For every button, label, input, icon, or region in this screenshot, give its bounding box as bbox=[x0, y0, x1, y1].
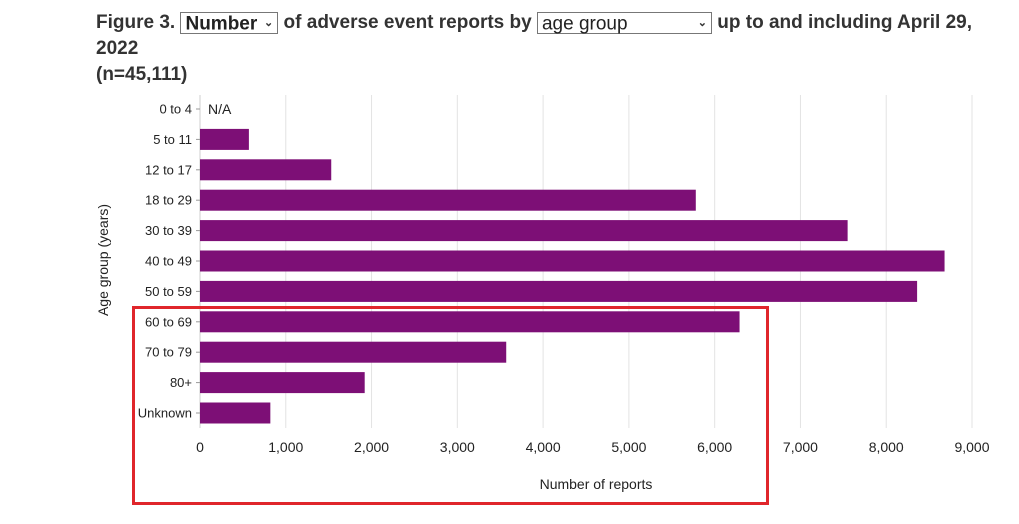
category-label: 0 to 4 bbox=[159, 102, 192, 117]
bar bbox=[200, 372, 365, 394]
x-tick-label: 5,000 bbox=[611, 439, 646, 455]
bar bbox=[200, 280, 918, 302]
category-label: 5 to 11 bbox=[153, 132, 192, 147]
bar bbox=[200, 159, 332, 181]
category-label: 12 to 17 bbox=[145, 162, 192, 177]
x-tick-label: 3,000 bbox=[440, 439, 475, 455]
measure-select[interactable]: Number ⌄ bbox=[180, 12, 279, 35]
category-label: 70 to 79 bbox=[145, 345, 192, 360]
title-middle: of adverse event reports by bbox=[283, 12, 532, 33]
x-tick-label: 8,000 bbox=[869, 439, 904, 455]
category-label: 30 to 39 bbox=[145, 223, 192, 238]
category-label: Unknown bbox=[138, 406, 192, 421]
x-tick-label: 1,000 bbox=[268, 439, 303, 455]
figure-title: Figure 3. Number ⌄ of adverse event repor… bbox=[96, 10, 996, 88]
category-label: 18 to 29 bbox=[145, 193, 192, 208]
bar bbox=[200, 402, 271, 424]
y-axis-label: Age group (years) bbox=[95, 204, 111, 316]
title-prefix: Figure 3. bbox=[96, 12, 176, 33]
group-select[interactable]: age group ⌄ bbox=[536, 12, 712, 35]
title-suffix: up to and including April 29, 2022 bbox=[96, 12, 973, 60]
group-select-value: age group bbox=[541, 13, 628, 35]
x-tick-label: 4,000 bbox=[526, 439, 561, 455]
x-tick-label: 6,000 bbox=[697, 439, 732, 455]
chevron-down-icon: ⌄ bbox=[264, 17, 274, 29]
annotation-label: N/A bbox=[208, 101, 232, 117]
x-tick-labels: 0 1,000 2,000 3,000 4,000 5,000 6,000 7,000 8,00… bbox=[196, 439, 990, 455]
category-labels: 0 to 4 5 to 11 12 to 17 18 to 29 30 to 39 40 … bbox=[138, 102, 200, 421]
chevron-down-icon: ⌄ bbox=[697, 17, 707, 29]
annotations: N/A bbox=[208, 101, 232, 117]
bar bbox=[200, 128, 249, 150]
category-label: 80+ bbox=[170, 375, 192, 390]
x-tick-label: 7,000 bbox=[783, 439, 818, 455]
highlight-box bbox=[132, 306, 769, 505]
bar bbox=[200, 250, 945, 272]
category-label: 40 to 49 bbox=[145, 254, 192, 269]
category-label: 50 to 59 bbox=[145, 284, 192, 299]
x-axis-label: Number of reports bbox=[540, 476, 653, 492]
bar bbox=[200, 311, 740, 333]
x-tick-label: 9,000 bbox=[954, 439, 989, 455]
bar bbox=[200, 341, 507, 363]
x-tick-label: 2,000 bbox=[354, 439, 389, 455]
category-label: 60 to 69 bbox=[145, 314, 192, 329]
title-count: (n=45,111) bbox=[96, 64, 188, 86]
bar bbox=[200, 189, 696, 211]
x-tick-label: 0 bbox=[196, 439, 204, 455]
measure-select-value: Number bbox=[185, 13, 258, 35]
bar bbox=[200, 220, 848, 242]
bars bbox=[200, 128, 945, 424]
